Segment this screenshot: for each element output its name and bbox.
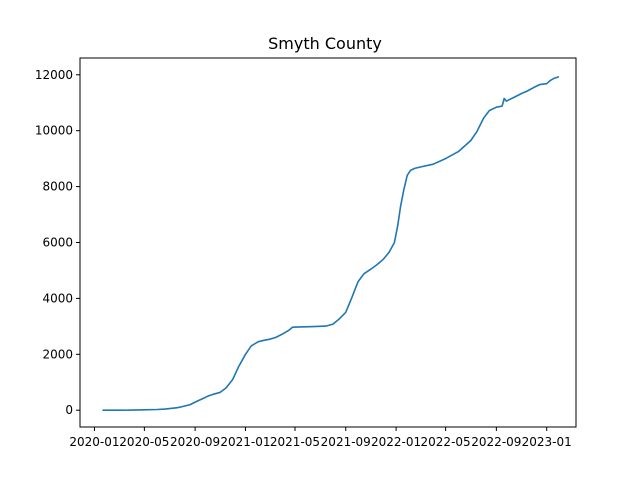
series-layer bbox=[102, 76, 560, 412]
y-tick-label: 2000 bbox=[42, 347, 73, 361]
x-tick-label: 2022-01 bbox=[371, 435, 421, 449]
x-tick-label: 2023-01 bbox=[522, 435, 572, 449]
x-tick-label: 2021-09 bbox=[321, 435, 371, 449]
x-tick-label: 2020-05 bbox=[119, 435, 169, 449]
x-tick-label: 2020-01 bbox=[69, 435, 119, 449]
x-axis: 2020-01 2020-05 2020-09 2021-01 2021-05 2021-… bbox=[69, 427, 572, 449]
x-tick-label: 2022-05 bbox=[421, 435, 471, 449]
chart-title: Smyth County bbox=[268, 34, 382, 53]
y-tick-label: 6000 bbox=[42, 236, 73, 250]
y-tick-label: 12000 bbox=[35, 68, 73, 82]
x-tick-label: 2022-09 bbox=[471, 435, 521, 449]
y-tick-label: 4000 bbox=[42, 291, 73, 305]
x-tick-label: 2021-05 bbox=[270, 435, 320, 449]
x-tick-label: 2020-09 bbox=[170, 435, 220, 449]
y-tick-label: 0 bbox=[65, 403, 73, 417]
series-line-cases bbox=[102, 76, 560, 412]
plot-frame bbox=[79, 57, 577, 428]
y-tick-label: 10000 bbox=[35, 124, 73, 138]
y-tick-label: 8000 bbox=[42, 180, 73, 194]
y-axis: 0 2000 4000 6000 8000 10000 12000 bbox=[35, 68, 80, 417]
x-tick-label: 2021-01 bbox=[220, 435, 270, 449]
